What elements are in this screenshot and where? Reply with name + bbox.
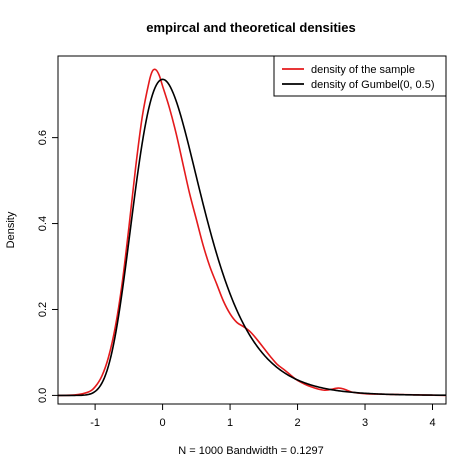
y-tick-label: 0.0 (37, 388, 49, 403)
y-tick-label: 0.2 (37, 302, 49, 317)
legend: density of the sample density of Gumbel(0… (273, 55, 447, 97)
x-tick-label: -1 (90, 417, 100, 429)
y-tick-label: 0.6 (37, 130, 49, 145)
x-tick-label: 3 (362, 417, 368, 429)
y-axis: 0.0 0.2 0.4 0.6 (37, 130, 58, 403)
legend-box (273, 55, 447, 97)
x-axis-label: N = 1000 Bandwidth = 0.1297 (178, 445, 324, 457)
legend-entry: density of Gumbel(0, 0.5) (311, 79, 435, 91)
y-axis-label: Density (5, 211, 17, 248)
x-axis: -1 0 1 2 3 4 (90, 404, 436, 429)
x-tick-label: 4 (429, 417, 435, 429)
x-tick-label: 2 (294, 417, 300, 429)
series-line-gumbel (58, 78, 446, 397)
legend-entry: density of the sample (311, 64, 415, 76)
x-tick-label: 1 (227, 417, 233, 429)
series-line-sample (57, 68, 447, 397)
plot-area-frame (57, 55, 447, 405)
y-tick-label: 0.4 (37, 216, 49, 231)
chart-title: empircal and theoretical densities (146, 20, 356, 35)
density-curves (57, 68, 447, 397)
x-tick-label: 0 (160, 417, 166, 429)
